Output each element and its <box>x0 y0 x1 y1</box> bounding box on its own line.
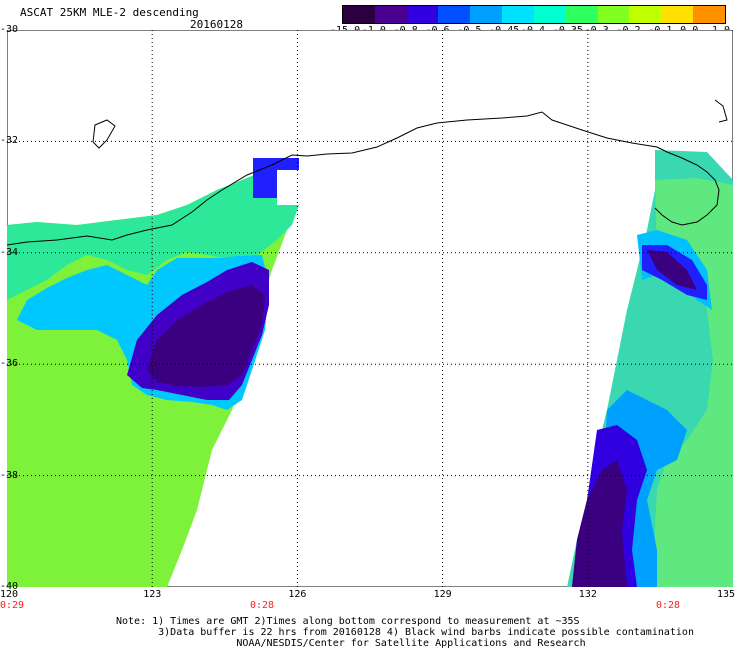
time-label-right: 0:28 <box>656 600 681 611</box>
colorbar-swatch <box>629 6 662 23</box>
coastline <box>7 111 720 246</box>
right-swath <box>567 150 733 587</box>
note-line-1: Note: 1) Times are GMT 2)Times along bot… <box>116 616 580 627</box>
x-tick-label: 120 <box>0 589 19 600</box>
map-title: ASCAT 25KM MLE-2 descending <box>20 6 199 19</box>
left-swath <box>7 158 299 587</box>
graticule <box>7 30 733 587</box>
y-tick-label: -32 <box>0 135 19 147</box>
colorbar-swatch <box>470 6 503 23</box>
x-tick-label: 126 <box>288 589 307 600</box>
y-tick-label: -38 <box>0 469 19 481</box>
x-tick-label: 123 <box>143 589 162 600</box>
colorbar-swatch <box>661 6 694 23</box>
y-tick-label: -34 <box>0 246 19 258</box>
notes-block: Note: 1) Times are GMT 2)Times along bot… <box>116 616 694 649</box>
y-tick-label: -30 <box>0 24 19 35</box>
colorbar-swatch <box>438 6 471 23</box>
colorbar-swatch <box>565 6 598 23</box>
x-tick-label: 135 <box>717 589 736 600</box>
colorbar-swatch <box>533 6 566 23</box>
colorbar-swatch <box>343 6 375 23</box>
colorbar-swatch <box>693 6 725 23</box>
colorbar-swatch <box>597 6 630 23</box>
note-line-3: NOAA/NESDIS/Center for Satellite Applica… <box>116 638 586 649</box>
y-tick-label: -36 <box>0 358 19 370</box>
wind-map <box>7 30 733 587</box>
x-tick-label: 129 <box>433 589 452 600</box>
note-line-2: 3)Data buffer is 22 hrs from 20160128 4)… <box>116 627 694 638</box>
colorbar-swatch <box>406 6 439 23</box>
colorbar-swatch <box>374 6 407 23</box>
coastline-fragment <box>714 99 728 123</box>
x-tick-label: 132 <box>578 589 597 600</box>
map-date: 20160128 <box>190 18 243 31</box>
kangaroo-island <box>92 119 116 149</box>
time-label-left: 0:29 <box>0 600 25 611</box>
colorbar <box>342 5 726 24</box>
y-tick-label: -40 <box>0 581 19 592</box>
time-label-middle: 0:28 <box>250 600 275 611</box>
colorbar-swatch <box>502 6 534 23</box>
